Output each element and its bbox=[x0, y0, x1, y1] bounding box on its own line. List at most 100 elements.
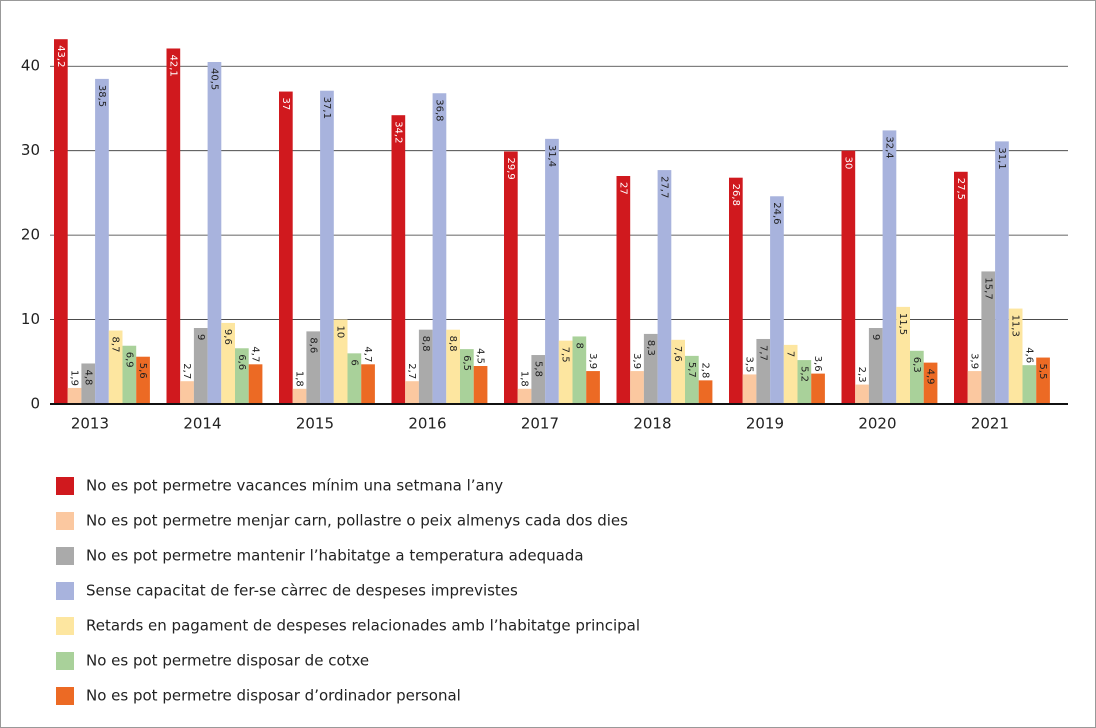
bar bbox=[841, 150, 856, 404]
y-tick-label: 0 bbox=[30, 395, 40, 413]
legend-label: Retards en pagament de despeses relacion… bbox=[86, 617, 640, 635]
value-label: 2,7 bbox=[406, 363, 417, 379]
y-tick-label: 20 bbox=[21, 226, 40, 244]
value-label: 6 bbox=[348, 359, 359, 365]
bar bbox=[67, 387, 82, 404]
value-label: 7,5 bbox=[560, 347, 571, 363]
bar bbox=[95, 78, 109, 404]
x-tick-label: 2013 bbox=[71, 415, 109, 433]
bar bbox=[54, 39, 68, 404]
bar bbox=[671, 339, 685, 404]
bar bbox=[235, 348, 249, 404]
bar bbox=[1036, 357, 1050, 404]
y-tick-label: 30 bbox=[21, 141, 40, 159]
value-label: 4,6 bbox=[1023, 347, 1034, 363]
bar bbox=[460, 349, 474, 404]
legend-label: Sense capacitat de fer-se càrrec de desp… bbox=[86, 582, 518, 600]
bar bbox=[531, 355, 546, 404]
value-label: 11,3 bbox=[1010, 315, 1021, 337]
bar bbox=[418, 329, 433, 404]
bar bbox=[405, 381, 419, 404]
value-label: 15,7 bbox=[982, 277, 993, 299]
value-label: 7,7 bbox=[757, 345, 768, 361]
bar bbox=[586, 371, 600, 404]
bar bbox=[742, 374, 757, 404]
value-label: 6,3 bbox=[911, 357, 922, 373]
value-label: 9,6 bbox=[222, 329, 233, 345]
bar bbox=[981, 271, 996, 404]
value-label: 27,7 bbox=[658, 176, 669, 198]
value-label: 36,8 bbox=[433, 99, 444, 121]
x-tick-label: 2014 bbox=[183, 415, 221, 433]
value-label: 4,7 bbox=[362, 346, 373, 362]
value-label: 32,4 bbox=[883, 136, 894, 158]
bar bbox=[306, 331, 321, 404]
value-label: 34,2 bbox=[392, 121, 403, 143]
value-label: 8 bbox=[573, 342, 584, 348]
bar bbox=[811, 373, 825, 404]
bar bbox=[248, 364, 263, 404]
legend-swatch bbox=[56, 652, 74, 670]
bar bbox=[558, 340, 573, 404]
bar bbox=[923, 362, 938, 404]
bar bbox=[729, 177, 743, 404]
bar bbox=[868, 328, 883, 404]
value-label: 1,8 bbox=[294, 371, 305, 387]
x-tick-label: 2015 bbox=[296, 415, 334, 433]
bar bbox=[279, 91, 293, 405]
value-label: 4,9 bbox=[925, 369, 936, 385]
value-label: 27,5 bbox=[955, 178, 966, 200]
x-tick-label: 2016 bbox=[408, 415, 446, 433]
bar bbox=[572, 336, 587, 404]
value-label: 2,8 bbox=[700, 362, 711, 378]
bar bbox=[657, 170, 672, 404]
bar bbox=[545, 138, 559, 404]
x-tick-label: 2017 bbox=[521, 415, 559, 433]
value-label: 4,7 bbox=[250, 346, 261, 362]
value-label: 4,8 bbox=[82, 369, 93, 385]
value-label: 7,6 bbox=[672, 346, 683, 362]
bar bbox=[1008, 308, 1023, 404]
bar bbox=[180, 381, 194, 404]
bar bbox=[855, 384, 869, 404]
y-tick-label: 40 bbox=[21, 57, 40, 75]
value-label: 29,9 bbox=[505, 158, 516, 180]
legend-swatch bbox=[56, 547, 74, 565]
bar bbox=[1022, 365, 1037, 404]
value-label: 42,1 bbox=[167, 54, 178, 76]
bar bbox=[391, 115, 406, 404]
bar bbox=[81, 363, 96, 404]
value-label: 9 bbox=[195, 334, 206, 340]
value-label: 9 bbox=[870, 334, 881, 340]
bar bbox=[347, 353, 362, 404]
bar bbox=[910, 350, 924, 404]
value-label: 27 bbox=[617, 182, 628, 195]
bar bbox=[320, 90, 334, 404]
legend-swatch bbox=[56, 687, 74, 705]
legend-label: No es pot permetre disposar d’ordinador … bbox=[86, 687, 461, 705]
value-label: 3,9 bbox=[631, 353, 642, 369]
bar bbox=[193, 328, 208, 404]
value-label: 6,5 bbox=[461, 355, 472, 371]
bar bbox=[967, 371, 982, 404]
bar bbox=[432, 93, 447, 404]
value-label: 8,7 bbox=[110, 337, 121, 353]
legend-label: No es pot permetre disposar de cotxe bbox=[86, 652, 369, 670]
value-label: 6,6 bbox=[236, 354, 247, 370]
y-tick-label: 10 bbox=[21, 310, 40, 328]
bar bbox=[473, 366, 488, 404]
legend-swatch bbox=[56, 617, 74, 635]
value-label: 11,5 bbox=[897, 313, 908, 335]
bar bbox=[221, 322, 235, 404]
value-label: 30 bbox=[842, 157, 853, 170]
legend-label: No es pot permetre vacances mínim una se… bbox=[86, 477, 503, 495]
x-tick-label: 2020 bbox=[858, 415, 896, 433]
value-label: 1,9 bbox=[69, 370, 80, 386]
bar bbox=[882, 130, 897, 404]
bar bbox=[122, 345, 137, 404]
value-label: 3,6 bbox=[812, 356, 823, 372]
bar bbox=[616, 176, 631, 404]
legend-swatch bbox=[56, 512, 74, 530]
bar bbox=[166, 48, 181, 404]
